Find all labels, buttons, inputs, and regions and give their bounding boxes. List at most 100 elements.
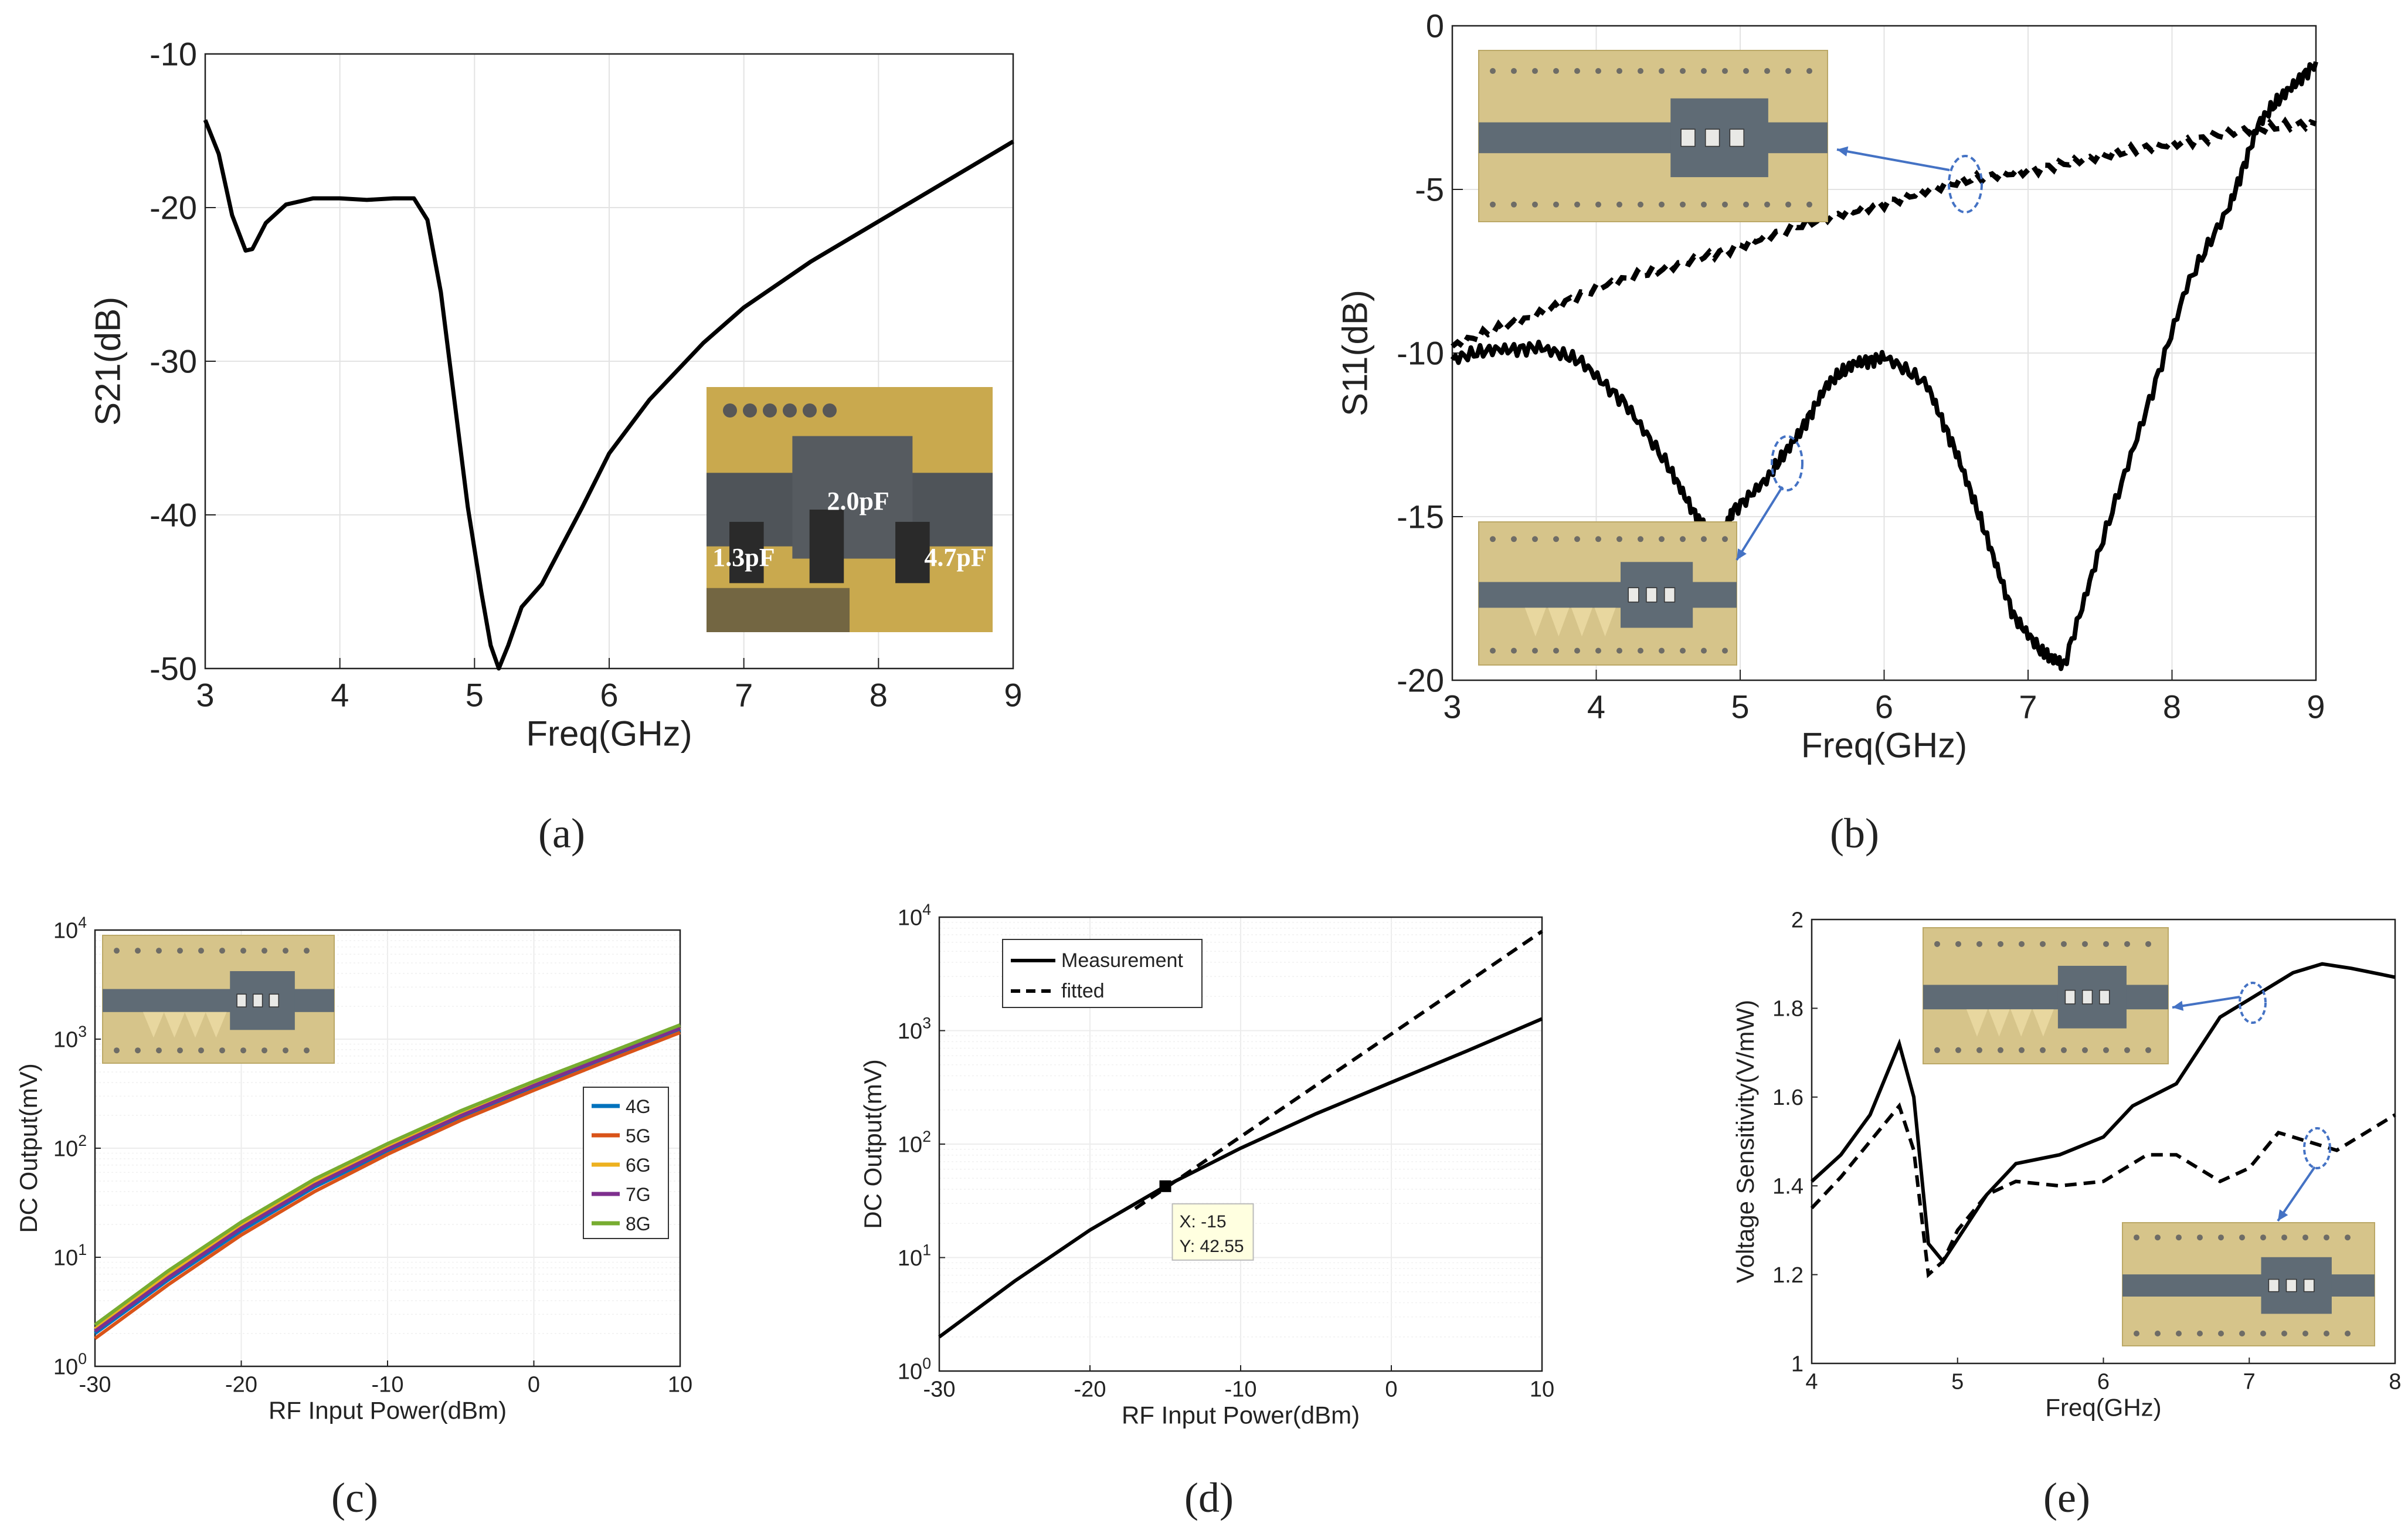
x-tick-label: 4 <box>1805 1370 1818 1395</box>
via-dot <box>2124 941 2130 947</box>
y-tick-exponent: 4 <box>922 901 931 918</box>
x-tick-label: -20 <box>1074 1377 1106 1402</box>
capacitor <box>2099 989 2110 1005</box>
inset-photo-b-top <box>1478 50 1828 222</box>
series-line-dashed <box>1810 1102 2396 1278</box>
axes-frame <box>1451 25 2317 681</box>
radial-stub <box>1548 608 1570 637</box>
legend-label: 8G <box>626 1213 651 1234</box>
via-dot <box>2176 1234 2182 1241</box>
via-dot <box>1998 1047 2003 1053</box>
series-line-solid <box>1450 61 2318 671</box>
y-tick-label: 1.4 <box>1772 1175 1804 1199</box>
capacitor <box>2081 989 2093 1005</box>
capacitor <box>269 993 279 1007</box>
capacitor <box>729 521 764 583</box>
arrow-b-bottom <box>1735 486 1784 561</box>
inset-label: 1.3pF <box>712 543 775 572</box>
y-axis-label: DC Output(mV) <box>859 1059 887 1229</box>
legend-label: 6G <box>626 1155 651 1176</box>
y-axis-label: DC Output(mV) <box>15 1063 42 1233</box>
x-tick-label: 9 <box>1004 676 1022 713</box>
solder-area <box>707 588 850 632</box>
y-tick-label: 101 <box>53 1241 87 1270</box>
y-tick-label: 2 <box>1791 908 1804 932</box>
panel-label-a: (a) <box>538 810 585 857</box>
y-tick-label: -30 <box>150 343 197 380</box>
x-axis-label: RF Input Power(dBm) <box>1122 1401 1360 1429</box>
arrow-head <box>1737 548 1747 560</box>
x-tick-label: 7 <box>2019 688 2037 725</box>
via-dot <box>1680 536 1686 542</box>
y-tick-label: 103 <box>53 1023 87 1052</box>
via-dot <box>1934 941 1940 947</box>
capacitor <box>1628 587 1639 603</box>
via-dot <box>135 1047 141 1054</box>
capacitor <box>1680 128 1696 147</box>
y-tick-label: 104 <box>53 914 87 943</box>
via-dot <box>1574 68 1580 74</box>
via-dot <box>240 948 246 954</box>
via-dot <box>2040 1047 2046 1053</box>
x-tick-label: 7 <box>735 676 753 713</box>
via-dot <box>156 948 162 954</box>
via-dot <box>1532 536 1538 542</box>
x-axis-label: Freq(GHz) <box>1801 726 1967 765</box>
x-tick-label: 8 <box>870 676 888 713</box>
panel-label-b: (b) <box>1830 810 1879 857</box>
via-dot <box>1616 536 1622 542</box>
inset-label: 4.7pF <box>924 543 986 572</box>
via-dot <box>1701 647 1707 654</box>
via-dot <box>2103 1047 2109 1053</box>
via-dot <box>2218 1234 2224 1241</box>
via-dot <box>1722 647 1728 654</box>
via-dot <box>1701 201 1707 208</box>
capacitor <box>2064 989 2076 1005</box>
via-dot <box>1638 68 1643 74</box>
via-dot <box>1595 536 1601 542</box>
via-dot <box>1616 201 1622 208</box>
capacitor <box>2285 1278 2297 1292</box>
via-dot <box>283 1047 288 1054</box>
trace <box>1479 582 1737 608</box>
via-dot <box>1722 536 1728 542</box>
radial-stub <box>1524 608 1546 637</box>
capacitor <box>1705 128 1720 147</box>
x-tick-label: 10 <box>668 1373 692 1397</box>
capacitor <box>236 993 247 1007</box>
y-tick-label: 104 <box>898 901 931 930</box>
arrow-head <box>2278 1209 2288 1221</box>
series-line-5G <box>94 1030 681 1340</box>
series-line-fitted <box>1134 929 1543 1210</box>
via-dot <box>1490 536 1496 542</box>
y-axis-label: S11(dB) <box>1335 290 1374 416</box>
y-tick-label: -20 <box>1397 662 1444 699</box>
via-dot <box>1490 201 1496 208</box>
via-dot <box>2019 1047 2025 1053</box>
y-tick-label: -10 <box>150 36 197 73</box>
x-tick-label: 3 <box>196 676 214 713</box>
capacitor <box>1729 128 1744 147</box>
y-tick-label: 101 <box>898 1241 931 1271</box>
via-dot <box>198 1047 204 1054</box>
y-tick-base: 10 <box>898 1132 922 1157</box>
radial-stub <box>164 1012 185 1038</box>
radial-stub <box>1988 1009 2010 1037</box>
via-dot <box>743 403 757 418</box>
via-dot <box>135 948 141 954</box>
y-axis-label: Voltage Sensitivity(V/mW) <box>1731 1000 1759 1283</box>
via-dot <box>1680 201 1686 208</box>
panel-label-c: (c) <box>331 1474 378 1521</box>
x-tick-label: 5 <box>1731 688 1749 725</box>
via-dot <box>1638 647 1643 654</box>
via-dot <box>2124 1047 2130 1053</box>
via-dot <box>1595 68 1601 74</box>
arrow-b-top <box>1836 146 1950 171</box>
via-dot <box>2103 941 2109 947</box>
via-dot <box>1701 536 1707 542</box>
radial-stub <box>185 1012 206 1038</box>
y-tick-label: -20 <box>150 189 197 226</box>
via-dot <box>1595 647 1601 654</box>
datatip-y: Y: 42.55 <box>1180 1237 1244 1256</box>
